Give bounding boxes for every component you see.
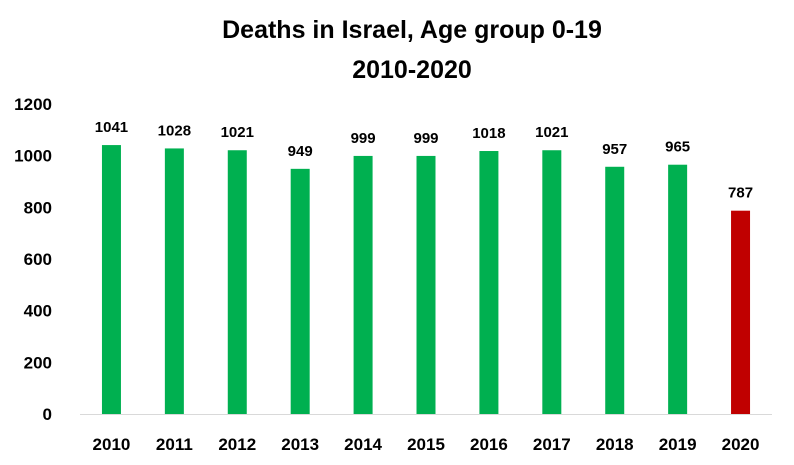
y-tick-label: 1200 [14,95,52,114]
y-axis: 0 200 400 600 800 1000 1200 [14,95,52,424]
bar-2010 [101,145,121,414]
x-tick-label-2016: 2016 [470,435,508,454]
x-tick-label-2020: 2020 [722,435,760,454]
x-tick-label-2013: 2013 [281,435,319,454]
data-label-2014: 999 [351,130,376,147]
bars: 1041 1028 1021 949 999 999 1018 1021 957 965 787 [95,119,753,415]
data-label-2017: 1021 [535,124,568,141]
bar-2019 [668,164,688,414]
data-label-2013: 949 [288,143,313,160]
data-label-2011: 1028 [158,122,191,139]
bar-2018 [605,166,625,414]
chart-subtitle: 2010-2020 [352,56,472,84]
chart-title: Deaths in Israel, Age group 0-19 [222,16,602,44]
x-tick-label-2012: 2012 [218,435,256,454]
bar-2013 [290,168,310,414]
x-tick-label-2011: 2011 [156,435,193,454]
y-tick-label: 800 [24,198,52,217]
y-tick-label: 200 [24,353,52,372]
data-label-2012: 1021 [221,124,254,141]
data-label-2019: 965 [665,139,690,156]
y-tick-label: 400 [24,302,52,321]
data-label-2020: 787 [728,185,753,202]
x-tick-label-2010: 2010 [93,435,131,454]
x-tick-label-2015: 2015 [407,435,445,454]
y-tick-label: 600 [24,250,52,269]
x-axis: 2010 2011 2012 2013 2014 2015 2016 2017 2018 2019… [80,414,772,454]
bar-2014 [353,155,373,415]
data-label-2018: 957 [602,141,627,158]
bar-2011 [164,148,184,414]
x-tick-label-2019: 2019 [659,435,697,454]
y-tick-label: 0 [43,405,52,424]
x-tick-label-2014: 2014 [344,435,382,454]
bar-2016 [479,151,499,414]
data-label-2016: 1018 [472,125,505,142]
x-tick-label-2018: 2018 [596,435,634,454]
data-label-2010: 1041 [95,119,128,136]
y-tick-label: 1000 [14,147,52,166]
x-tick-label-2017: 2017 [533,435,571,454]
bar-2015 [416,155,436,415]
bar-2012 [227,150,247,414]
bar-2020 [731,210,751,414]
bar-2017 [542,150,562,414]
data-label-2015: 999 [413,130,438,147]
